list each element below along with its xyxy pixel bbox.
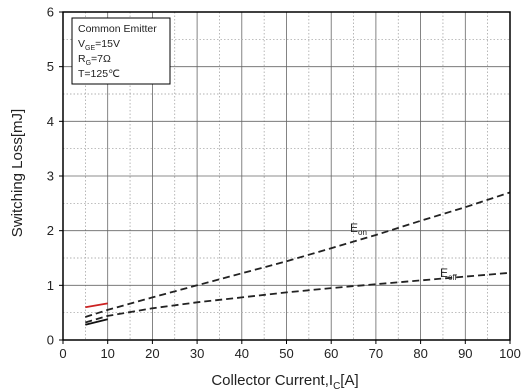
x-tick-label: 70 [369, 346, 383, 361]
x-tick-label: 80 [413, 346, 427, 361]
legend-line-1: Common Emitter [78, 23, 157, 35]
legend-frame [71, 17, 171, 85]
legend-line-2: VGE=15V [78, 38, 120, 52]
annotation-segment-1 [85, 302, 108, 309]
x-axis-title: Collector Current,IC[A] [211, 372, 358, 391]
y-tick-label: 4 [47, 114, 54, 129]
y-tick-label: 1 [47, 278, 54, 293]
x-tick-label: 40 [235, 346, 249, 361]
annotation-segment-2 [85, 318, 108, 326]
eon-label: Eon [350, 221, 367, 237]
y-tick-label: 0 [47, 333, 54, 348]
grid [63, 12, 510, 340]
x-tick-label: 0 [59, 346, 66, 361]
x-tick-label: 50 [279, 346, 293, 361]
x-tick-label: 10 [100, 346, 114, 361]
eoff-curve [85, 271, 511, 324]
legend-box: Common Emitter VGE=15V RG=7Ω T=125℃ [71, 17, 171, 85]
eon-curve [85, 191, 511, 318]
y-axis-title: Switching Loss[mJ] [9, 109, 26, 237]
series-layer [85, 191, 511, 326]
y-tick-label: 3 [47, 169, 54, 184]
y-tick-label: 6 [47, 5, 54, 20]
legend-line-3: RG=7Ω [78, 53, 111, 67]
y-tick-label: 2 [47, 223, 54, 238]
x-tick-label: 90 [458, 346, 472, 361]
eoff-label: Eoff [440, 266, 458, 282]
x-tick-label: 60 [324, 346, 338, 361]
y-tick-label: 5 [47, 59, 54, 74]
ticks: 0 10 20 30 40 50 60 70 80 90 100 0 1 2 3 4 5 6 [47, 5, 521, 362]
x-tick-label: 20 [145, 346, 159, 361]
x-tick-label: 100 [499, 346, 521, 361]
x-tick-label: 30 [190, 346, 204, 361]
legend-line-4: T=125℃ [78, 68, 120, 80]
